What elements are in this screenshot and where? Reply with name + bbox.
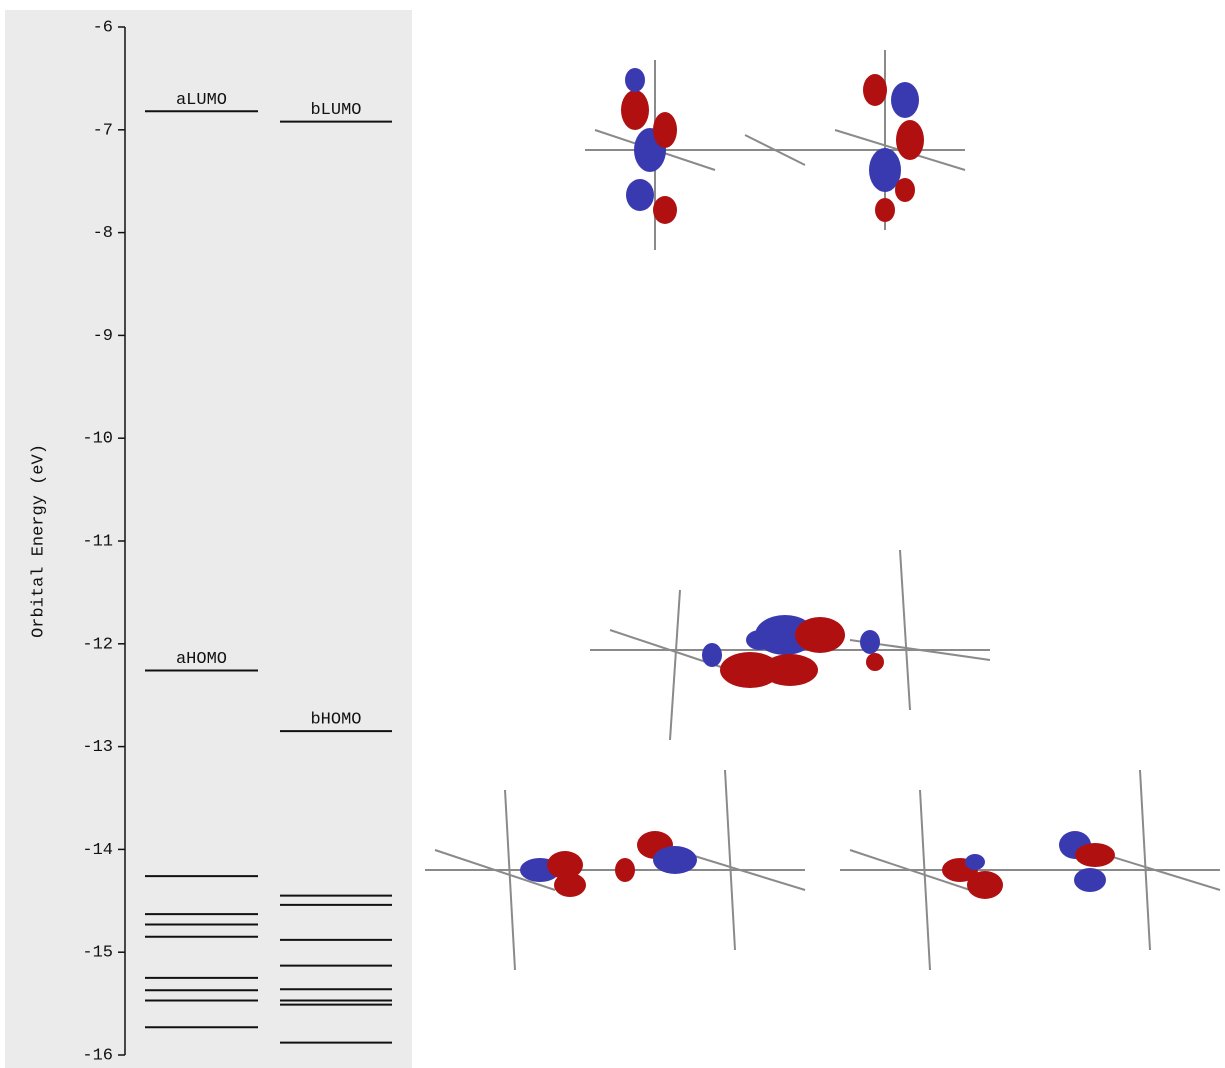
molecule-lumo	[585, 50, 965, 250]
y-tick-label: -11	[82, 532, 113, 551]
molecule-bottom-right	[840, 770, 1220, 970]
page: {"chart_data": {"type": "levels", "y_lab…	[0, 0, 1225, 1068]
y-tick-label: -16	[82, 1046, 113, 1065]
level-label: aHOMO	[176, 650, 227, 669]
level-label: bHOMO	[310, 711, 361, 730]
y-tick-label: -13	[82, 738, 113, 757]
y-tick-label: -15	[82, 944, 113, 963]
y-tick-label: -6	[93, 18, 113, 37]
y-tick-label: -10	[82, 430, 113, 449]
y-tick-label: -12	[82, 635, 113, 654]
level-label: aLUMO	[176, 91, 227, 110]
molecule-images	[425, 50, 1220, 970]
y-tick-label: -8	[93, 224, 113, 243]
level-label: bLUMO	[310, 101, 361, 120]
molecule-homo	[590, 550, 990, 740]
y-tick-label: -9	[93, 327, 113, 346]
y-tick-label: -14	[82, 841, 113, 860]
y-axis-label: Orbital Energy (eV)	[29, 444, 48, 638]
chart: Orbital Energy (eV) -	[0, 0, 1225, 1068]
molecule-bottom-left	[425, 770, 805, 970]
panel	[5, 10, 412, 1068]
y-tick-label: -7	[93, 121, 113, 140]
